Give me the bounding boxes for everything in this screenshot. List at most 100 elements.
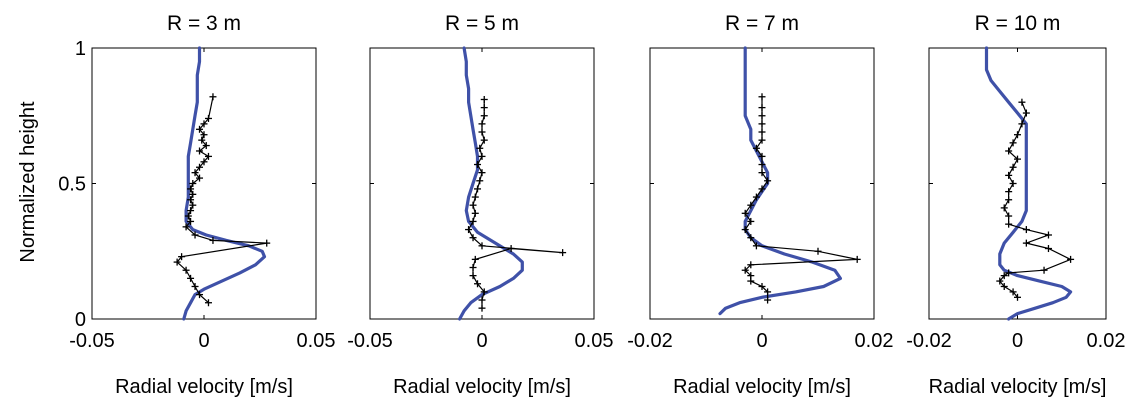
measured-point	[758, 136, 766, 144]
subplot-4: R = 10 m -0.02 0 0.02 Radial velocity [m/s]	[906, 12, 1125, 398]
measured-point	[1009, 180, 1017, 187]
measured-point	[200, 120, 208, 128]
x-axis-label: Radial velocity [m/s]	[673, 376, 851, 398]
measured-point	[1005, 171, 1013, 179]
measured-point	[559, 249, 567, 257]
measured-point	[189, 180, 197, 187]
measured-point	[1018, 120, 1026, 128]
x-tick-label: 0.02	[1087, 330, 1126, 352]
measured-point	[1014, 131, 1021, 139]
model-curve	[984, 46, 1073, 321]
measured-point	[178, 253, 186, 261]
x-tick-label: 0	[476, 330, 487, 352]
x-tick-label: 0.05	[297, 330, 336, 352]
measured-point	[1040, 266, 1048, 274]
x-tick-label: 0.02	[855, 330, 894, 352]
measured-point	[747, 201, 755, 209]
model-curve	[458, 46, 524, 321]
measured-point	[1005, 196, 1013, 204]
measured-point	[187, 217, 195, 225]
measured-point	[189, 201, 197, 209]
x-axis-label: Radial velocity [m/s]	[929, 376, 1107, 398]
measured-point	[465, 226, 473, 234]
measured-point	[752, 242, 760, 250]
x-tick-label: 0	[756, 330, 767, 352]
measured-point	[191, 169, 199, 177]
measured-point	[478, 296, 486, 304]
measured-point	[758, 112, 766, 120]
measured-point	[478, 169, 486, 177]
measured-point	[1022, 226, 1030, 234]
measured-point	[1067, 255, 1075, 263]
measured-point	[469, 272, 477, 280]
measured-point	[752, 144, 760, 152]
measured-point	[741, 226, 749, 234]
x-axis-label: Radial velocity [m/s]	[393, 376, 571, 398]
measured-point	[741, 209, 749, 217]
model-curve	[718, 46, 843, 316]
measured-point	[191, 282, 199, 290]
measured-point	[758, 161, 766, 169]
measured-point	[182, 223, 190, 231]
measured-point	[476, 144, 484, 152]
measured-point	[1000, 282, 1008, 290]
measured-point	[814, 247, 822, 255]
measured-point	[196, 125, 204, 133]
measured-point	[480, 95, 488, 103]
measured-point	[1005, 188, 1013, 196]
measured-point	[196, 174, 204, 182]
measured-point	[189, 190, 197, 198]
model-curve	[182, 46, 267, 321]
measured-point	[1000, 272, 1008, 280]
measured-point	[471, 209, 479, 217]
measured-point	[198, 136, 206, 144]
measured-point	[478, 128, 486, 136]
x-tick-label: 0.05	[575, 330, 614, 352]
measured-point	[1005, 220, 1013, 228]
y-tick-label: 1	[75, 38, 86, 60]
measured-point	[1005, 269, 1013, 277]
measured-point	[187, 196, 195, 204]
measured-point	[469, 264, 477, 272]
measured-point	[204, 152, 212, 160]
measured-point	[764, 296, 772, 304]
measured-point	[747, 272, 755, 280]
measured-point	[758, 282, 766, 290]
measured-point	[758, 120, 766, 128]
y-tick-label: 0.5	[58, 174, 86, 196]
measured-point	[469, 217, 477, 225]
measured-point	[758, 185, 766, 193]
measured-point	[478, 120, 486, 128]
measured-point	[1009, 288, 1017, 296]
measured-point	[182, 266, 190, 274]
measured-point	[474, 185, 482, 193]
measured-point	[480, 288, 488, 296]
measured-line	[744, 96, 858, 300]
x-tick-label: -0.02	[906, 330, 952, 352]
measured-line	[467, 99, 563, 309]
measured-point	[758, 93, 766, 101]
subplot-3: R = 7 m -0.02 0 0.02 Radial velocity [m/s]	[627, 12, 893, 398]
x-axis-label: Radial velocity [m/s]	[115, 376, 293, 398]
y-tick-label: 0	[75, 309, 86, 331]
measured-point	[1005, 212, 1013, 220]
measured-point	[764, 177, 772, 185]
subplot-title: R = 7 m	[725, 12, 799, 35]
measured-point	[469, 234, 477, 242]
subplot-title: R = 3 m	[167, 12, 241, 35]
plot-frame	[369, 47, 595, 320]
measured-point	[1044, 231, 1052, 239]
measured-point	[764, 288, 772, 296]
measured-point	[758, 169, 766, 177]
measured-point	[474, 161, 482, 169]
measured-point	[196, 147, 204, 155]
measured-point	[471, 255, 479, 263]
plot-frame	[91, 47, 317, 320]
measured-point	[204, 114, 212, 122]
measured-point	[758, 152, 766, 160]
measured-point	[478, 242, 486, 250]
measured-point	[1009, 139, 1017, 147]
measured-point	[173, 258, 181, 266]
measured-point	[1009, 163, 1017, 171]
